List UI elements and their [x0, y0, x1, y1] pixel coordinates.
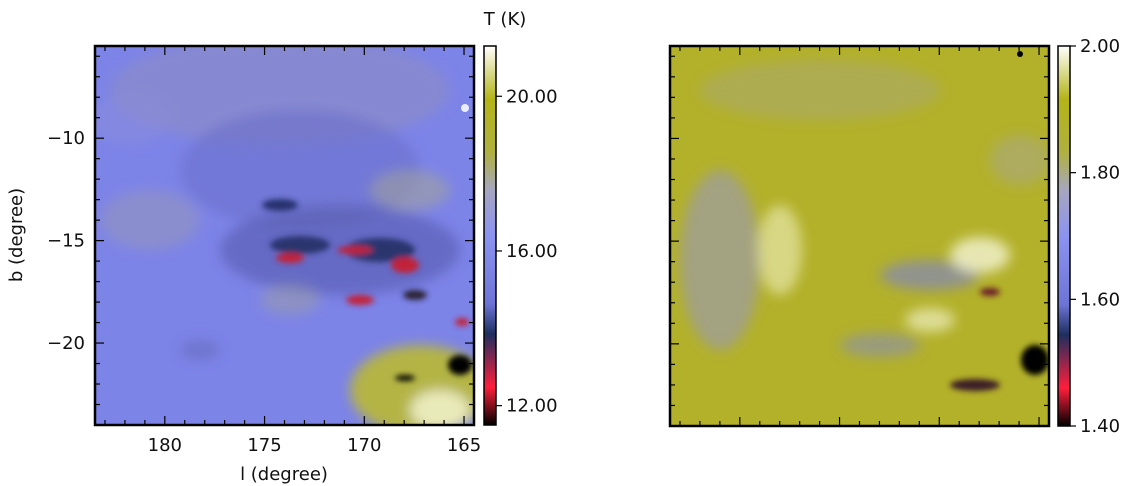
colorbar-tick-label: 1.60 — [1080, 289, 1120, 310]
temperature-map: 180 175 170 165 −10 −15 −20 l (degree) b (degr… — [6, 44, 481, 485]
colorbar-tick-label: 12.00 — [506, 396, 558, 417]
y-tick-label: −20 — [47, 333, 85, 354]
temperature-colorbar: 12.00 16.00 20.00 T (K) — [483, 9, 558, 426]
ratio-map-dark-spot — [1017, 51, 1023, 57]
y-tick-label: −10 — [47, 128, 85, 149]
ratio-map-low-clumps — [950, 288, 1049, 391]
temperature-map-axes: 180 175 170 165 −10 −15 −20 — [47, 46, 481, 456]
temperature-map-cold-clumps — [262, 199, 472, 381]
temperature-colorbar-label: T (K) — [483, 9, 527, 30]
x-tick-label: 175 — [247, 435, 281, 456]
colorbar-tick-label: 1.40 — [1080, 416, 1120, 437]
ratio-map — [668, 44, 1051, 428]
y-tick-label: −15 — [47, 231, 85, 252]
colorbar-tick-label: 16.00 — [506, 241, 558, 262]
temperature-map-texture — [95, 46, 474, 425]
ratio-colorbar-gradient — [1057, 45, 1071, 427]
colorbar-tick-label: 20.00 — [506, 86, 558, 107]
x-tick-label: 170 — [347, 435, 381, 456]
ratio-colorbar-ticks: 1.40 1.60 1.80 2.00 — [1070, 36, 1120, 437]
temperature-colorbar-ticks: 12.00 16.00 20.00 — [496, 86, 558, 417]
ratio-colorbar: 1.40 1.60 1.80 2.00 — [1057, 36, 1120, 437]
ratio-map-axes — [670, 46, 1049, 427]
x-axis-label: l (degree) — [240, 464, 328, 485]
x-tick-label: 180 — [148, 435, 182, 456]
ratio-map-texture — [680, 60, 1049, 357]
temperature-map-bright-spot — [461, 104, 469, 112]
colorbar-tick-label: 2.00 — [1080, 36, 1120, 57]
temperature-colorbar-gradient — [483, 45, 497, 426]
colorbar-tick-label: 1.80 — [1080, 163, 1120, 184]
x-tick-label: 165 — [447, 435, 481, 456]
y-axis-label: b (degree) — [6, 188, 27, 282]
